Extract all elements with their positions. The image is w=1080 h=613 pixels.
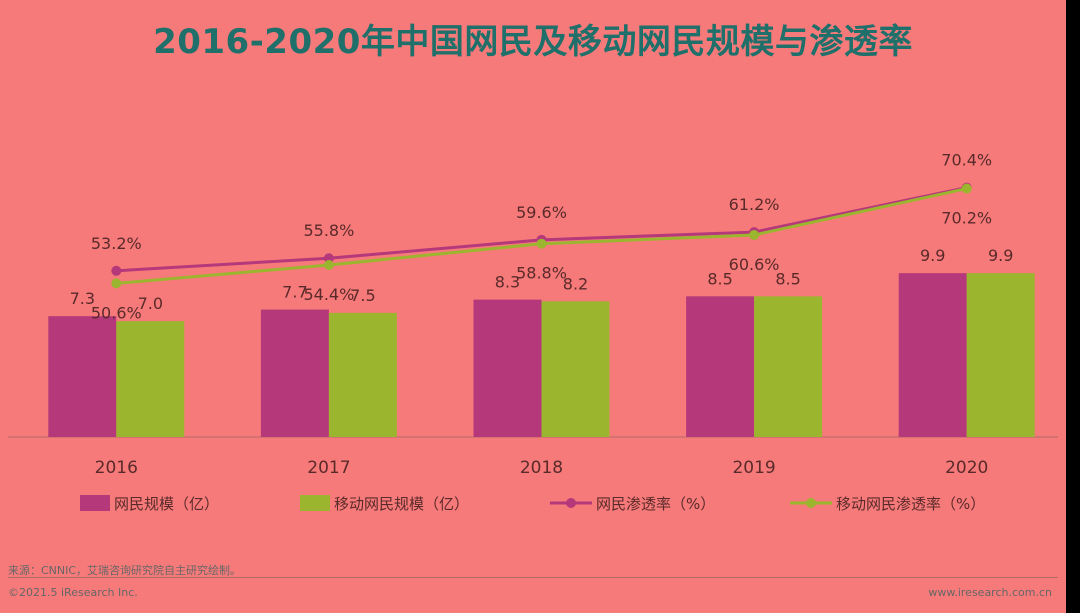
copyright-text: ©2021.5 iResearch Inc. — [8, 586, 138, 599]
website-text: www.iresearch.com.cn — [928, 586, 1052, 599]
netizen-bar — [48, 316, 117, 437]
netizen-bar-label: 7.3 — [70, 289, 95, 308]
mobile-bar — [541, 301, 610, 437]
mobile-bar-label: 8.2 — [563, 274, 588, 293]
legend-label-mobile-rate: 移动网民渗透率（%） — [836, 495, 985, 513]
netizen-rate-point — [111, 265, 122, 276]
source-note: 来源：CNNIC，艾瑞咨询研究院自主研究绘制。 — [8, 564, 242, 577]
netizen-bar — [898, 273, 967, 437]
netizen-bar-label: 9.9 — [920, 246, 945, 265]
mobile-rate-point — [323, 260, 334, 271]
netizen-bar — [686, 296, 755, 437]
netizen-bar-label: 8.5 — [707, 269, 732, 288]
mobile-rate-label: 58.8% — [516, 264, 567, 283]
legend-label-mobile: 移动网民规模（亿） — [334, 495, 469, 513]
mobile-bar — [966, 273, 1035, 437]
netizen-bar-label: 7.7 — [282, 283, 307, 302]
legend-swatch-netizen — [80, 495, 110, 511]
mobile-rate-label: 60.6% — [729, 255, 780, 274]
netizen-rate-line — [116, 186, 968, 273]
mobile-bar — [328, 312, 397, 437]
netizen-rate-label: 55.8% — [303, 221, 354, 240]
netizen-rate-label: 59.6% — [516, 203, 567, 222]
chart-title: 2016-2020年中国网民及移动网民规模与渗透率 — [153, 22, 913, 62]
mobile-rate-point — [961, 183, 972, 194]
mobile-bar-label: 8.5 — [775, 269, 800, 288]
mobile-bar — [754, 296, 823, 437]
mobile-rate-point — [536, 238, 547, 249]
netizen-rate-label: 70.4% — [941, 151, 992, 170]
legend-label-netizen-rate: 网民渗透率（%） — [596, 495, 715, 513]
mobile-bar-label: 7.0 — [138, 294, 163, 313]
netizen-bar — [260, 309, 329, 437]
legend-swatch-mobile — [300, 495, 330, 511]
netizen-rate-label: 53.2% — [91, 234, 142, 253]
mobile-rate-label: 50.6% — [91, 303, 142, 322]
mobile-rate-point — [111, 278, 122, 289]
legend-marker-netizen-rate — [566, 498, 576, 508]
legend-label-netizen: 网民规模（亿） — [114, 495, 219, 513]
x-tick-label: 2017 — [307, 458, 350, 478]
netizen-bar-label: 8.3 — [495, 273, 520, 292]
mobile-bar-label: 7.5 — [350, 286, 375, 305]
x-tick-label: 2020 — [945, 458, 988, 478]
mobile-bar-label: 9.9 — [988, 246, 1013, 265]
x-tick-label: 2019 — [732, 458, 775, 478]
legend-marker-mobile-rate — [806, 498, 816, 508]
netizen-bar — [473, 299, 542, 437]
mobile-bar — [116, 321, 185, 437]
x-tick-label: 2018 — [520, 458, 563, 478]
mobile-rate-point — [749, 229, 760, 240]
netizen-rate-label: 61.2% — [729, 195, 780, 214]
mobile-rate-label: 70.2% — [941, 209, 992, 228]
footer-divider — [8, 577, 1058, 578]
x-tick-label: 2016 — [95, 458, 138, 478]
mobile-rate-label: 54.4% — [303, 285, 354, 304]
